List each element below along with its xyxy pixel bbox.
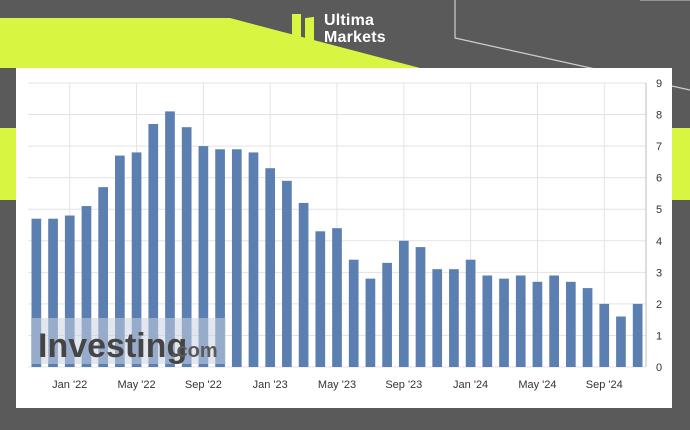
x-tick-label-5: Sep '23 <box>385 379 422 391</box>
brand-header: Ultima Markets <box>292 12 386 46</box>
bar-29 <box>515 275 526 367</box>
bar-17 <box>315 231 326 367</box>
y-tick-label-4: 4 <box>656 236 662 248</box>
y-axis-ticks: 0 1 2 3 4 5 6 7 8 9 <box>656 78 662 374</box>
x-axis-ticks: Jan '22 May '22 Sep '22 Jan '23 May '23 Sep '… <box>52 379 623 391</box>
bar-21 <box>382 262 392 367</box>
x-tick-label-1: May '22 <box>117 379 155 391</box>
bar-20 <box>365 278 376 367</box>
y-tick-label-3: 3 <box>656 267 662 279</box>
bar-10 <box>198 146 209 367</box>
bar-27 <box>482 275 493 367</box>
y-tick-label-2: 2 <box>656 299 662 311</box>
bar-8 <box>165 111 175 368</box>
bar-14 <box>265 168 276 367</box>
bar-15 <box>282 180 292 367</box>
watermark-backdrop <box>32 318 226 364</box>
bar-9 <box>181 127 192 368</box>
bar-0 <box>31 218 42 367</box>
bar-11 <box>215 149 225 367</box>
bar-32 <box>565 281 576 367</box>
bar-34 <box>599 303 610 367</box>
bar-25 <box>449 269 459 367</box>
x-tick-label-2: Sep '22 <box>185 379 222 391</box>
brand-name-line1: Ultima <box>324 12 375 29</box>
bar-28 <box>499 278 509 367</box>
bar-1 <box>48 218 58 367</box>
x-tick-label-4: May '23 <box>318 379 356 391</box>
bar-31 <box>549 275 559 367</box>
x-tick-label-0: Jan '22 <box>52 379 87 391</box>
bar-23 <box>415 247 426 367</box>
y-tick-label-0: 0 <box>656 362 662 374</box>
bar-7 <box>148 124 159 367</box>
bar-35 <box>616 316 626 367</box>
bar-36 <box>632 303 643 367</box>
bar-13 <box>248 152 259 367</box>
y-tick-label-7: 7 <box>656 141 662 153</box>
bar-16 <box>298 202 309 367</box>
bar-19 <box>348 259 359 367</box>
brand-name: Ultima Markets <box>324 12 386 46</box>
chart-card: Investing .com 0 1 2 3 4 5 6 7 8 9 Jan '22 May '22… <box>16 68 672 408</box>
y-tick-label-1: 1 <box>656 330 662 342</box>
brand-name-line2: Markets <box>324 29 386 46</box>
bar-chart: Investing .com 0 1 2 3 4 5 6 7 8 9 Jan '22 May '22… <box>28 78 662 391</box>
ultima-markets-logo-icon <box>292 14 314 43</box>
watermark-suffix: .com <box>171 340 218 362</box>
green-banner-left <box>0 128 16 200</box>
bar-4 <box>98 187 109 367</box>
green-banner-right <box>672 128 690 200</box>
bar-33 <box>582 288 593 367</box>
bars <box>31 111 643 368</box>
y-tick-label-6: 6 <box>656 173 662 185</box>
x-tick-label-3: Jan '23 <box>253 379 288 391</box>
bar-12 <box>231 149 242 367</box>
bar-24 <box>432 269 443 367</box>
bar-5 <box>115 155 125 367</box>
bar-2 <box>64 215 75 367</box>
bar-30 <box>532 281 543 367</box>
y-tick-label-9: 9 <box>656 78 662 90</box>
bar-18 <box>332 228 342 367</box>
bar-26 <box>465 259 476 367</box>
green-banner-top <box>0 18 420 68</box>
bar-3 <box>81 206 92 367</box>
x-tick-label-7: May '24 <box>518 379 556 391</box>
bar-6 <box>131 152 142 367</box>
x-tick-label-8: Sep '24 <box>586 379 623 391</box>
y-tick-label-8: 8 <box>656 110 662 122</box>
bar-22 <box>398 240 409 367</box>
y-tick-label-5: 5 <box>656 204 662 216</box>
watermark-main: Investing <box>38 327 187 365</box>
x-tick-label-6: Jan '24 <box>453 379 488 391</box>
investing-watermark: Investing .com <box>32 318 226 365</box>
